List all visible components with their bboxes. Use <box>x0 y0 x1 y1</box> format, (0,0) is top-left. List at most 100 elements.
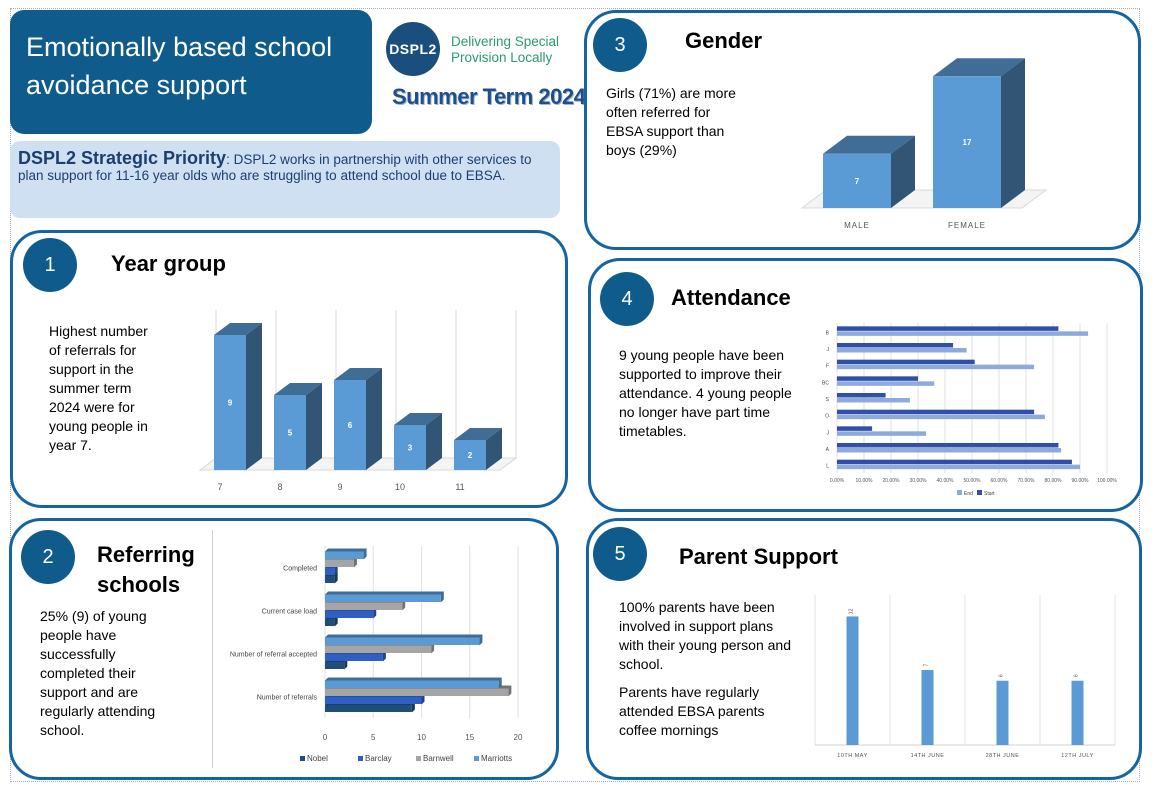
gender-chart: 7 MALE 17 FEMALE <box>800 58 1048 230</box>
bar-depth <box>325 564 338 576</box>
y-tick-label: Current case load <box>262 609 317 616</box>
legend-label: End <box>964 491 973 497</box>
strategic-priority: DSPL2 Strategic Priority: DSPL2 works in… <box>10 141 560 218</box>
panel-parent-support <box>586 518 1142 780</box>
bar <box>846 616 859 745</box>
logo-text: Delivering Special Provision Locally <box>451 34 559 66</box>
data-label: 6 <box>348 421 353 430</box>
y-tick-label: BC <box>822 380 829 386</box>
title-line-2: avoidance support <box>26 70 247 100</box>
x-tick-label: 10 <box>395 482 405 492</box>
bar-side <box>246 323 262 470</box>
bar <box>325 661 345 669</box>
bar <box>325 688 509 696</box>
bar <box>325 602 403 610</box>
parent-support-chart: 12 10TH MAY 7 14TH JUNE 6 28TH JUNE 6 12TH JULY <box>814 595 1116 759</box>
bar <box>837 331 1089 336</box>
legend-label: Nobel <box>307 754 328 763</box>
title-line-1: Emotionally based school <box>26 32 333 62</box>
panel-title-parent-support: Parent Support <box>679 544 838 569</box>
bar <box>837 364 1035 370</box>
panel-referring-schools <box>9 518 559 780</box>
x-tick-label: 14TH JUNE <box>911 753 945 759</box>
x-tick-label: 7 <box>217 482 222 492</box>
panel-number-2: 2 <box>21 530 75 584</box>
bar <box>325 696 422 704</box>
priority-text: : DSPL2 works in partnership with other … <box>18 152 532 183</box>
data-label: 3 <box>408 444 413 453</box>
y-tick-label: J <box>827 430 830 436</box>
data-label: 6 <box>1074 674 1080 677</box>
bar-depth <box>325 642 435 654</box>
legend-label: Marriotts <box>481 754 512 763</box>
divider-line <box>212 530 213 768</box>
x-tick-label: 90.00% <box>1072 478 1090 484</box>
y-tick-label: F <box>826 364 829 370</box>
logo-line-1: Delivering Special <box>451 34 560 49</box>
bar <box>325 559 354 567</box>
bar <box>325 575 335 583</box>
bar-side <box>1001 58 1025 208</box>
bar <box>274 395 306 470</box>
data-label: 9 <box>228 399 233 408</box>
bar <box>214 335 246 470</box>
bar-side <box>366 368 382 470</box>
bar <box>325 645 432 653</box>
bar <box>837 376 918 381</box>
bar <box>837 459 1072 465</box>
bar-depth <box>325 634 483 646</box>
y-tick-label: O <box>825 414 829 420</box>
panel-text-referring-schools: 25% (9) of young people have successfull… <box>40 608 156 738</box>
x-tick-label: 20.00% <box>883 478 901 484</box>
panel-text-attendance: 9 young people have been supported to im… <box>619 347 792 439</box>
y-tick-label: J <box>827 347 830 353</box>
title-line-referring: Referring <box>97 542 195 567</box>
bar-depth <box>325 572 338 584</box>
data-label: 7 <box>924 663 930 666</box>
x-tick-label: 80.00% <box>1045 478 1063 484</box>
legend-label: Barnwell <box>423 754 454 763</box>
bar <box>325 610 374 618</box>
bar <box>325 567 335 575</box>
panel-title-gender: Gender <box>685 28 763 53</box>
bar <box>325 551 364 559</box>
bar <box>837 343 954 348</box>
x-tick-label: 11 <box>455 482 464 492</box>
x-tick-label: 5 <box>371 733 376 742</box>
dspl2-logo: DSPL2 <box>386 22 440 76</box>
bar <box>837 464 1080 470</box>
y-tick-label: Completed <box>283 566 317 573</box>
priority-heading: DSPL2 Strategic Priority <box>18 148 227 168</box>
bar-depth <box>325 693 425 705</box>
bar <box>921 670 934 745</box>
y-tick-label: B <box>826 330 830 336</box>
bar-depth <box>325 658 348 670</box>
bar <box>996 680 1009 745</box>
bar-top <box>933 58 1025 77</box>
bar-depth <box>325 607 377 619</box>
bar <box>325 618 335 626</box>
bar <box>837 443 1059 448</box>
bar-depth <box>325 615 338 627</box>
panel-text-parent-2: Parents have regularly attended EBSA par… <box>619 684 765 738</box>
y-tick-label: S <box>826 397 830 403</box>
bar-side <box>306 383 322 470</box>
data-label: 7 <box>855 177 860 186</box>
data-label: 17 <box>963 138 972 147</box>
bar-depth <box>325 677 502 689</box>
x-tick-label: 10TH MAY <box>837 753 868 759</box>
bar <box>837 431 927 436</box>
x-tick-label: 50.00% <box>964 478 982 484</box>
bar <box>334 380 366 470</box>
bar <box>837 426 873 431</box>
bar <box>837 348 967 353</box>
bar-side <box>486 428 502 470</box>
bar <box>325 594 441 602</box>
panel-text-year-group: Highest number of referrals for support … <box>49 323 148 453</box>
x-tick-label: 10.00% <box>856 478 874 484</box>
bar-depth <box>325 701 415 713</box>
x-tick-label: 30.00% <box>910 478 928 484</box>
legend-swatch <box>957 490 962 495</box>
y-tick-label: L <box>826 464 829 470</box>
bar-side <box>891 135 915 208</box>
